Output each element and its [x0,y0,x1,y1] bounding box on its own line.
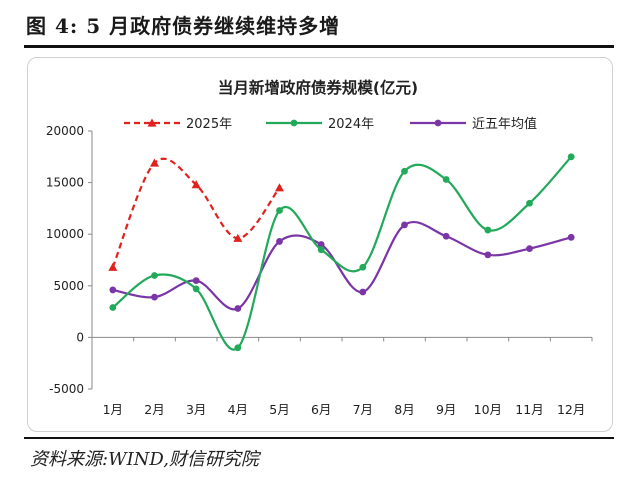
source-note: 资料来源:WIND,财信研究院 [30,449,259,470]
x-tick-label: 2月 [144,402,164,417]
chart-series [108,153,575,352]
data-point [317,246,325,254]
x-tick-label: 1月 [103,402,123,417]
bottom-rule [24,437,614,439]
data-point [276,207,283,214]
legend-marker [290,119,298,127]
y-tick-label: 10000 [46,227,84,241]
data-point [567,233,575,241]
chart-title: 当月新增政府债券规模(亿元) [218,78,418,97]
y-tick-label: 5000 [53,279,84,293]
data-point [234,305,242,312]
data-point [526,199,533,207]
top-rule [24,45,614,48]
x-tick-label: 10月 [474,402,502,417]
data-point [109,304,117,311]
figure-title: 图 4: 5 月政府债券继续维持多增 [26,14,341,38]
data-point [359,263,367,271]
data-point [151,293,158,301]
data-point [192,277,200,285]
chart-axes: 20000 15000 10000 5000 0 -5000 1月 2月 3月 4月 5月 6月 7月 8… [46,124,593,417]
data-point [401,167,408,175]
data-point [151,272,158,279]
series-2 [109,220,575,312]
data-point [150,158,159,167]
data-point [442,176,450,183]
data-point [484,226,492,234]
data-point [108,262,118,271]
data-point [191,180,201,189]
data-point [526,245,533,253]
x-tick-label: 9月 [436,402,456,417]
data-point [275,183,284,192]
data-point [192,285,200,293]
data-point [317,241,325,248]
data-point [567,153,575,161]
series-0 [108,157,284,271]
legend-marker [434,119,442,127]
chart-legend: 2025年 2024年 近五年均值 [124,116,537,132]
legend-label: 2025年 [186,117,232,132]
x-tick-label: 6月 [311,402,331,417]
x-tick-label: 12月 [557,402,585,417]
x-tick-label: 7月 [353,402,373,417]
y-tick-label: 20000 [46,124,84,138]
data-point [276,238,283,245]
x-tick-label: 3月 [186,402,206,417]
y-tick-label: 0 [76,330,84,344]
data-point [233,233,243,242]
legend-marker [147,118,157,127]
x-tick-label: 11月 [515,402,543,417]
data-point [234,344,242,352]
y-tick-label: 15000 [46,176,84,190]
data-point [359,288,367,296]
x-tick-label: 8月 [394,402,414,417]
data-point [109,286,117,294]
x-tick-label: 5月 [269,402,289,417]
x-tick-label: 4月 [228,402,248,417]
data-point [484,251,492,259]
series-line [111,157,281,268]
legend-label: 2024年 [328,117,374,132]
y-tick-label: -5000 [49,382,84,396]
series-1 [109,153,575,352]
data-point [401,221,408,229]
data-point [442,232,450,240]
series-line [112,156,572,351]
legend-label: 近五年均值 [472,116,537,132]
